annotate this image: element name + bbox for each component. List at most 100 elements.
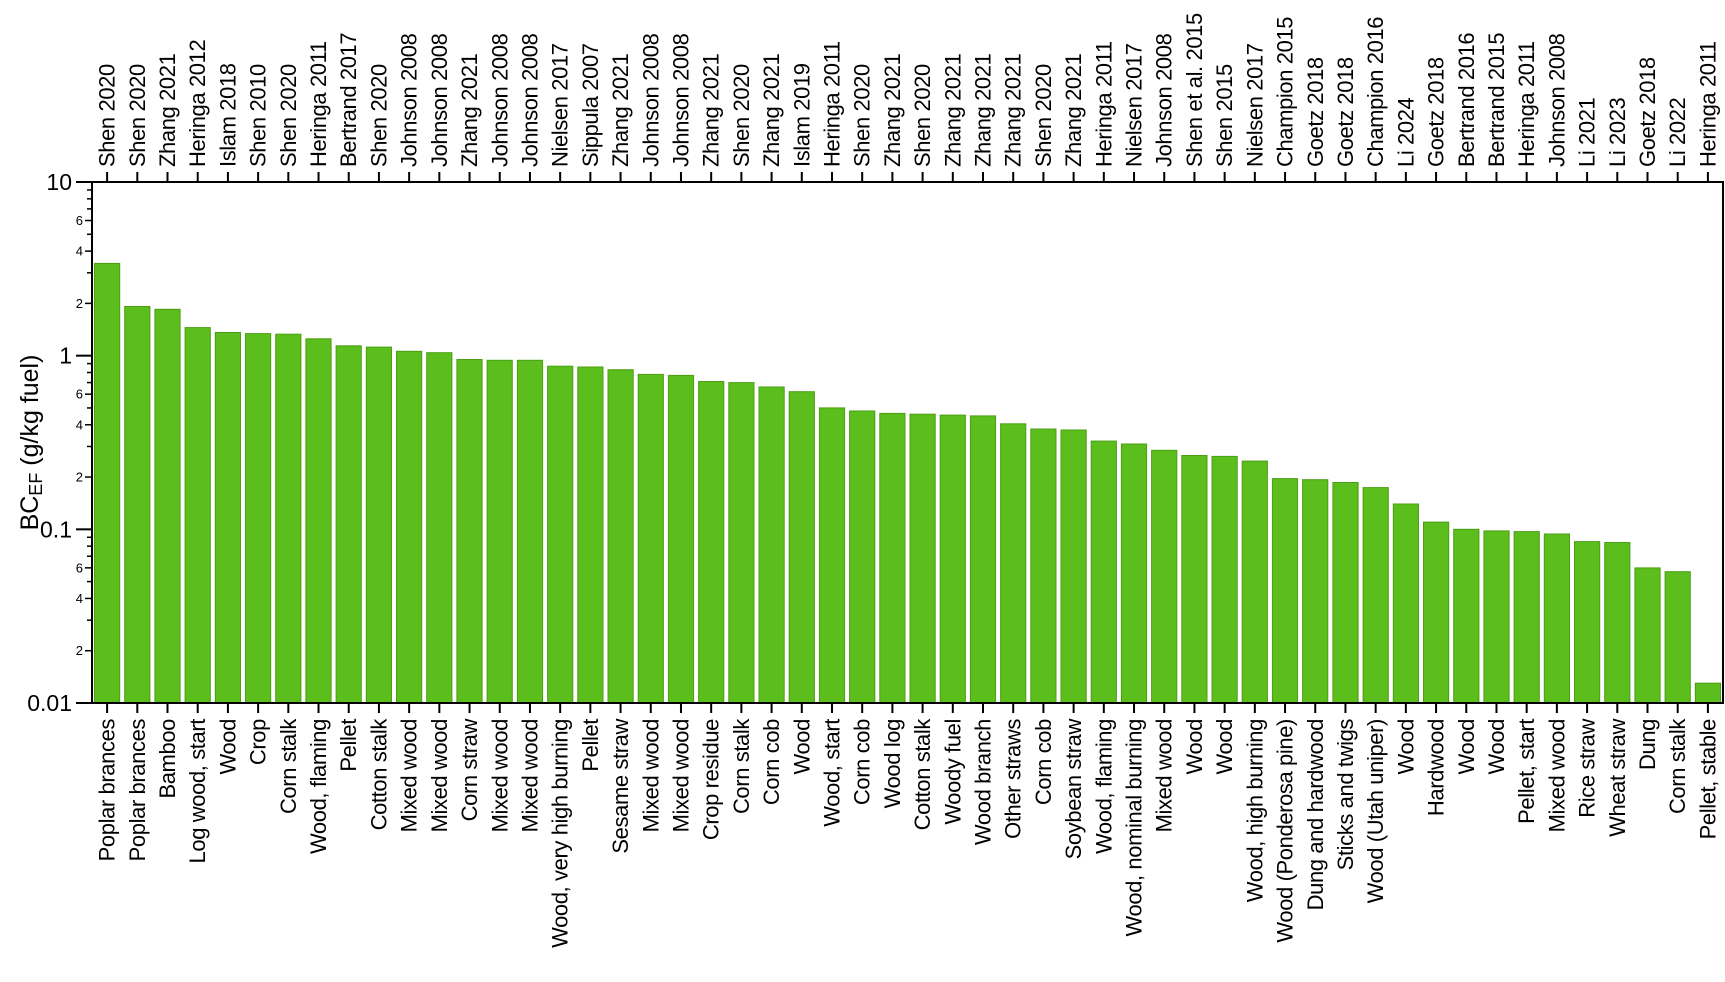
fuel-label: Cotton stalk [910,718,935,831]
bar [1030,428,1057,704]
fuel-label: Mixed wood [487,719,512,832]
study-label: Bertrand 2017 [336,33,361,167]
bar [1362,487,1389,704]
fuel-label: Cotton stalk [366,718,391,831]
bar [547,365,574,704]
bar [1574,541,1601,704]
fuel-label: Dung and hardwood [1303,719,1328,910]
study-label: Heringa 2012 [185,40,210,167]
bar [607,369,634,704]
y-minor-tick-label: 6 [76,560,83,575]
fuel-label: Wood, nominal burning [1122,719,1147,936]
bar [1181,455,1208,704]
y-minor-tick-label: 6 [76,213,83,228]
fuel-label: Corn straw [457,718,482,821]
fuel-label: Wood [789,719,814,774]
study-label: Shen 2010 [246,64,271,167]
study-label: Zhang 2021 [940,53,965,167]
bar [365,346,392,704]
study-label: Li 2024 [1393,97,1418,167]
study-label: Johnson 2008 [517,33,542,167]
study-label: Goetz 2018 [1635,57,1660,167]
study-label: Johnson 2008 [668,33,693,167]
y-minor-tick-label: 2 [76,470,83,485]
y-minor-tick-label: 6 [76,387,83,402]
study-label: Nielsen 2017 [1122,43,1147,167]
study-label: Islam 2019 [789,63,814,167]
y-axis-title: BCEF (g/kg fuel) [16,355,46,531]
study-label: Li 2021 [1575,97,1600,167]
bar [396,350,423,704]
study-label: Shen 2020 [95,64,120,167]
y-minor-tick-label: 2 [76,643,83,658]
bar [1664,571,1691,704]
fuel-label: Dung [1635,719,1660,770]
fuel-label: Other straws [1001,719,1026,839]
fuel-label: Hardwood [1424,719,1449,816]
fuel-label: Mixed wood [397,719,422,832]
study-label: Zhang 2021 [457,53,482,167]
bar [698,381,725,704]
bar [184,327,211,704]
study-label: Bertrand 2016 [1454,33,1479,167]
study-label: Zhang 2021 [1001,53,1026,167]
fuel-label: Mixed wood [638,719,663,832]
study-label: Shen 2020 [910,64,935,167]
bar [849,410,876,704]
bar [1271,478,1299,704]
fuel-label: Wood (Ponderosa pine) [1273,719,1298,943]
bar [305,338,332,704]
study-label: Heringa 2011 [1695,41,1720,167]
study-label: Shen 2015 [1212,64,1237,167]
study-label: Shen 2020 [1031,64,1056,167]
study-label: Zhang 2021 [880,53,905,167]
bar [1483,530,1510,704]
fuel-label: Wood [1484,719,1509,774]
study-label: Zhang 2021 [759,53,784,167]
fuel-label: Log wood, start [185,719,210,864]
study-label: Shen 2020 [276,64,301,167]
y-major-tick-label: 0.01 [27,690,72,716]
bar [969,415,997,704]
bar [516,359,544,704]
bar [728,382,755,704]
bar [1453,528,1480,704]
bar [1634,567,1661,704]
bar [94,262,121,704]
study-label: Champion 2016 [1363,17,1388,167]
bar [1302,479,1329,704]
fuel-label: Crop residue [699,719,724,840]
study-label: Heringa 2011 [1514,41,1539,167]
bar [939,414,966,704]
fuel-label: Corn stalk [1665,718,1690,814]
study-label: Johnson 2008 [397,33,422,167]
plot-frame [91,181,1724,704]
study-label: Shen 2020 [729,64,754,167]
fuel-label: Mixed wood [1544,719,1569,832]
fuel-label: Wood branch [971,719,996,845]
study-label: Goetz 2018 [1333,57,1358,167]
fuel-label: Wood, very high burning [548,719,573,948]
fuel-label: Soybean straw [1061,718,1086,859]
study-label: Li 2023 [1605,97,1630,167]
bar [1090,440,1117,704]
study-label: Li 2022 [1665,97,1690,167]
bar [1694,682,1722,704]
study-label: Heringa 2011 [819,41,844,167]
bar [879,412,906,704]
bar [1513,531,1540,704]
fuel-label: Poplar brances [95,719,120,862]
study-label: Goetz 2018 [1424,57,1449,167]
study-label: Nielsen 2017 [548,43,573,167]
fuel-label: Wood log [880,719,905,808]
bar [577,366,604,704]
fuel-label: Bamboo [155,719,180,799]
bar [637,373,664,704]
fuel-label: Wood, start [819,719,844,827]
bar [1151,449,1178,704]
bar [124,306,151,704]
y-minor-tick-label: 4 [76,417,83,432]
fuel-label: Wood [1454,719,1479,774]
fuel-label: Wood, flaming [1091,719,1116,854]
